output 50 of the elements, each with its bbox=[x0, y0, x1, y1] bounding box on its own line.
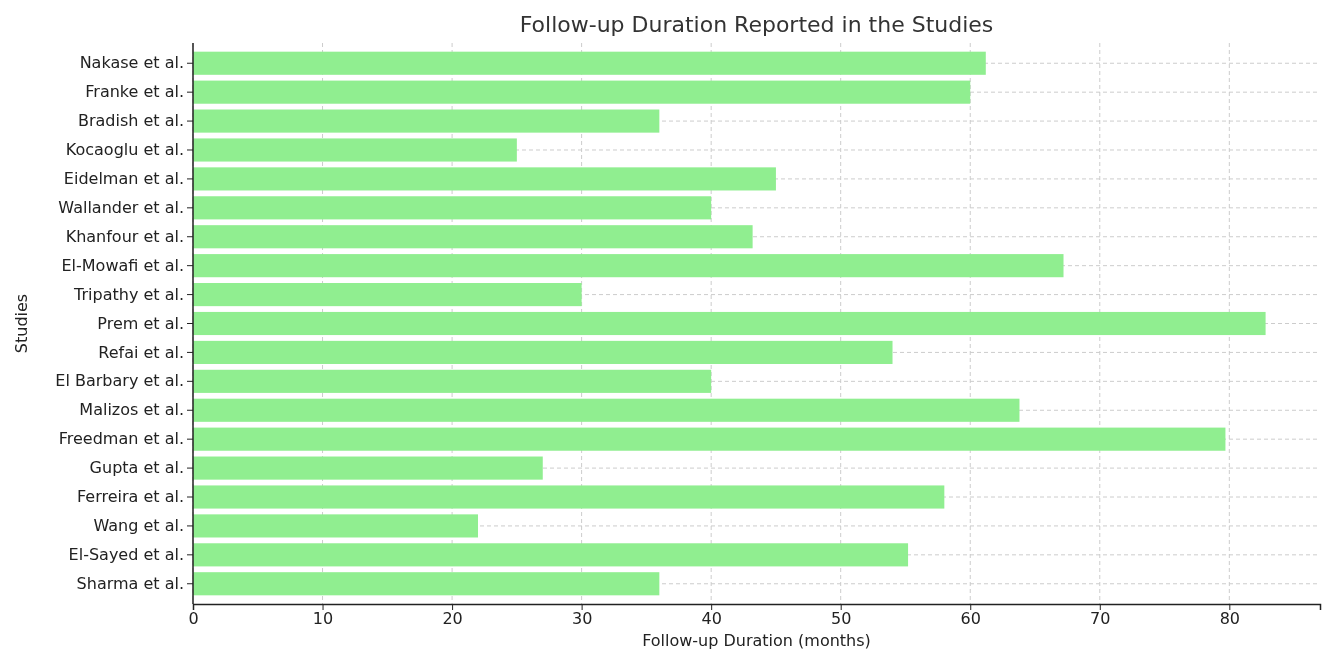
y-tick-label: Bradish et al. bbox=[77, 111, 184, 131]
bar bbox=[193, 311, 1266, 336]
y-tick-label: Franke et al. bbox=[85, 82, 184, 102]
y-tick-label: Gupta et al. bbox=[89, 458, 184, 478]
x-tick-label: 10 bbox=[312, 609, 334, 629]
x-tick-label: 70 bbox=[1090, 609, 1111, 629]
y-tick-label: Refai et al. bbox=[98, 342, 184, 362]
x-tick-label: 20 bbox=[442, 609, 463, 629]
y-tick-label: Malizos et al. bbox=[79, 400, 184, 420]
bar bbox=[193, 196, 712, 220]
x-tick-label: 50 bbox=[831, 609, 852, 629]
y-tick-label: Eidelman et al. bbox=[63, 169, 184, 189]
y-tick-label: Khanfour et al. bbox=[65, 226, 184, 246]
bar bbox=[193, 80, 971, 104]
bar bbox=[193, 485, 945, 509]
y-tick-label: Ferreira et al. bbox=[77, 487, 184, 507]
y-tick-label: Sharma et al. bbox=[76, 573, 184, 593]
bar bbox=[193, 138, 517, 162]
chart-title: Follow-up Duration Reported in the Studies bbox=[519, 12, 994, 37]
bar bbox=[193, 340, 893, 364]
x-tick-label: 0 bbox=[188, 609, 199, 629]
bar bbox=[193, 572, 660, 596]
y-tick-label: El Barbary et al. bbox=[55, 371, 184, 391]
y-tick-label: Wallander et al. bbox=[58, 197, 184, 217]
y-tick-label: Wang et al. bbox=[93, 516, 184, 536]
bar bbox=[193, 167, 776, 191]
y-tick-label: Freedman et al. bbox=[58, 429, 184, 449]
y-tick-label: Tripathy et al. bbox=[73, 284, 184, 304]
bar bbox=[193, 398, 1020, 422]
y-tick-label: El-Mowafi et al. bbox=[61, 255, 184, 275]
bar bbox=[193, 254, 1064, 278]
bar bbox=[193, 427, 1226, 451]
x-tick-label: 40 bbox=[701, 609, 722, 629]
bar bbox=[193, 109, 660, 133]
x-tick-label: 80 bbox=[1219, 609, 1240, 629]
bar bbox=[193, 369, 712, 393]
x-tick-label: 60 bbox=[960, 609, 981, 629]
bar bbox=[193, 283, 582, 307]
bar bbox=[193, 456, 543, 480]
y-axis-title: Studies bbox=[12, 293, 31, 354]
y-tick-label: El-Sayed et al. bbox=[68, 544, 184, 564]
bar bbox=[193, 543, 909, 567]
x-axis-title: Follow-up Duration (months) bbox=[642, 631, 871, 650]
y-tick-label: Nakase et al. bbox=[79, 53, 184, 73]
y-tick-label: Kocaoglu et al. bbox=[65, 140, 184, 160]
bar bbox=[193, 225, 753, 249]
bar bbox=[193, 51, 986, 75]
bar bbox=[193, 514, 478, 538]
y-tick-label: Prem et al. bbox=[97, 313, 184, 333]
x-tick-label: 30 bbox=[571, 609, 593, 629]
